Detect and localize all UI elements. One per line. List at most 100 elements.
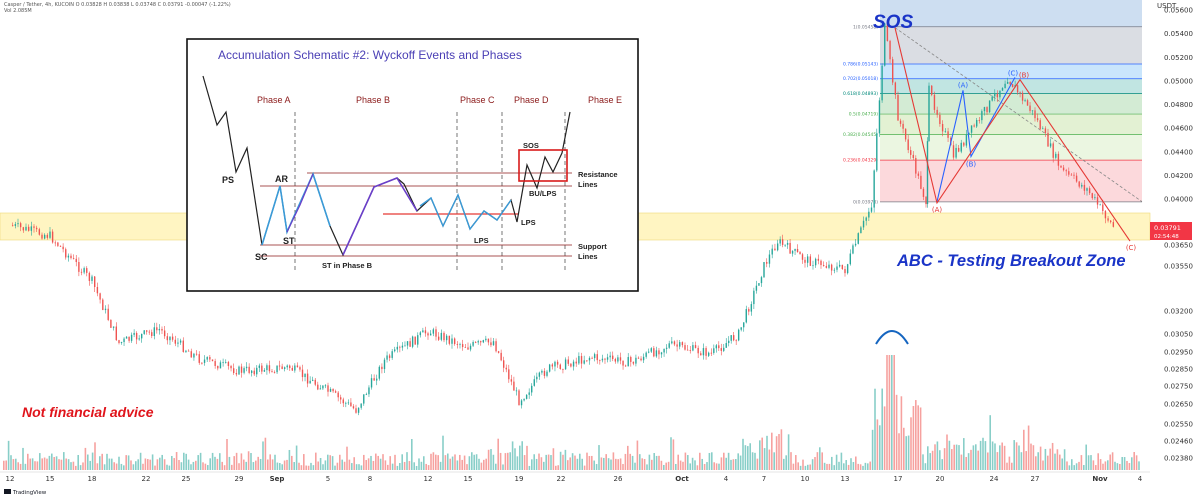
candle-body-401 [1049,143,1052,147]
volume-bar-314 [756,458,759,470]
candle-body-180 [480,341,482,343]
volume-bar-240 [579,453,581,470]
volume-bar-349 [840,452,843,470]
candle-body-146 [391,351,393,358]
candle-body-374 [981,111,983,121]
candle-body-398 [1042,128,1044,130]
volume-bar-227 [547,454,550,470]
candle-body-57 [161,328,163,331]
volume-bar-364 [876,419,879,470]
candle-body-255 [673,341,676,345]
volume-bar-273 [658,455,660,470]
candle-body-212 [562,369,564,370]
volume-bar-265 [639,454,641,470]
volume-bar-173 [418,458,420,470]
volume-bar-226 [545,454,547,470]
candle-body-80 [222,362,224,364]
volume-bar-93 [226,438,228,470]
candle-body-127 [342,399,344,404]
volume-bar-443 [1066,461,1068,470]
candle-body-104 [283,367,286,369]
volume-bar-87 [211,452,214,470]
x-tick-16: 7 [762,475,766,483]
volume-bar-365 [879,425,881,470]
candle-body-89 [245,366,248,369]
candle-body-423 [1107,218,1109,221]
volume-bar-393 [946,434,948,470]
volume-bar-389 [936,441,939,470]
candle-body-37 [110,319,112,328]
volume-bar-361 [869,461,871,470]
candle-body-92 [253,370,255,375]
volume-bar-32 [79,465,82,470]
volume-bar-253 [610,459,612,470]
volume-bar-215 [519,445,521,470]
volume-bar-180 [435,454,437,470]
volume-bar-328 [790,452,792,470]
volume-bar-326 [785,455,787,470]
volume-bar-276 [665,462,667,470]
volume-bar-437 [1051,442,1054,470]
candle-body-108 [294,365,296,371]
candle-body-202 [536,376,538,380]
volume-bar-24 [60,459,63,470]
volume-bar-107 [259,458,262,470]
volume-bar-225 [543,461,545,470]
candle-body-222 [588,357,591,361]
candle-body-201 [533,379,535,386]
candle-body-370 [970,125,973,133]
phase-b-label: Phase B [356,95,390,105]
volume-bar-46 [113,462,115,470]
candle-body-172 [459,344,461,345]
volume-bar-131 [317,461,319,470]
candle-body-281 [740,327,742,330]
candle-body-307 [806,256,809,263]
volume-bar-42 [103,464,106,470]
candle-body-164 [437,336,440,340]
volume-bar-115 [279,463,281,470]
volume-bar-456 [1097,453,1099,470]
volume-bar-3 [10,455,12,470]
y-unit-label: USDT [1157,2,1177,10]
candle-body-34 [102,299,104,311]
volume-bar-237 [571,453,574,470]
candle-body-133 [357,407,360,413]
volume-bar-97 [235,452,238,470]
volume-bar-303 [730,459,732,470]
candle-body-45 [130,334,133,341]
phase-c-label: Phase C [460,95,495,105]
volume-bar-146 [353,457,355,470]
volume-bar-144 [348,459,351,470]
candle-body-188 [500,352,502,361]
candle-body-29 [88,272,91,281]
volume-bar-183 [442,435,444,470]
volume-bar-88 [214,456,216,470]
candle-body-390 [1021,92,1024,101]
volume-bar-22 [55,456,58,470]
candle-body-142 [381,366,383,370]
wave-label-1: (B) [966,160,977,168]
volume-bar-171 [413,462,415,470]
candle-body-68 [190,351,192,358]
volume-bar-216 [521,441,523,470]
volume-bar-250 [603,457,605,470]
candle-body-285 [750,304,753,312]
current-price-value: 0.03791 [1154,224,1181,232]
volume-bar-334 [804,465,807,470]
volume-bar-374 [900,396,903,470]
candle-body-84 [233,368,235,373]
volume-bar-102 [247,451,250,470]
candle-body-71 [198,354,200,363]
candle-body-125 [337,392,339,398]
disclaimer-text: Not financial advice [22,404,154,420]
volume-bar-422 [1015,442,1018,470]
volume-bar-152 [367,458,370,470]
candle-body-408 [1068,171,1070,175]
phase-a-label: Phase A [257,95,291,105]
volume-bar-82 [199,452,202,470]
candle-body-227 [601,358,604,361]
candle-body-336 [884,23,886,66]
volume-bar-284 [684,452,687,470]
volume-bar-159 [384,460,387,470]
